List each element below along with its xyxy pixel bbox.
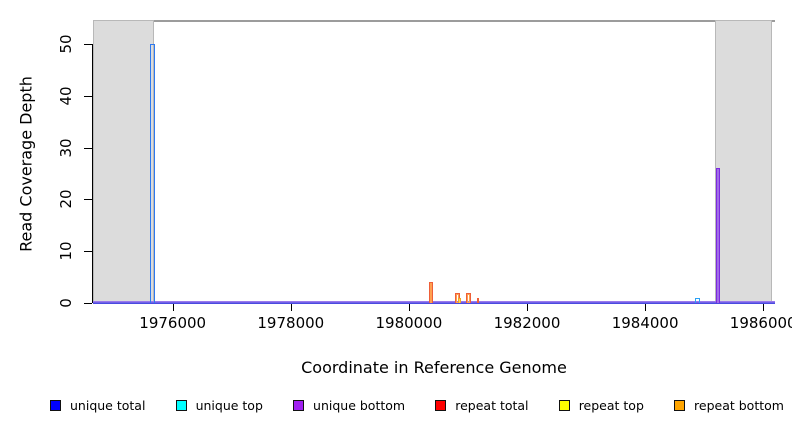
- coverage-bar: [454, 292, 461, 303]
- zero-coverage-baseline: [93, 301, 775, 304]
- legend-swatch: [558, 400, 570, 411]
- x-axis-tick-label: 1978000: [257, 314, 325, 332]
- legend-label: repeat total: [455, 398, 529, 413]
- coverage-bar: [715, 168, 721, 303]
- x-axis-tick-label: 1980000: [375, 314, 443, 332]
- legend-label: unique bottom: [313, 398, 406, 413]
- x-axis-tick: [645, 303, 647, 311]
- coverage-bar: [695, 297, 701, 303]
- x-axis-tick-label: 1986000: [729, 314, 792, 332]
- legend-swatch: [293, 400, 305, 411]
- legend-item: unique top: [175, 398, 263, 413]
- x-axis-title: Coordinate in Reference Genome: [301, 358, 567, 377]
- legend-swatch: [50, 400, 61, 411]
- legend-label: repeat top: [578, 398, 644, 413]
- y-axis-tick-label: 10: [57, 241, 75, 261]
- legend-item: repeat bottom: [674, 398, 784, 413]
- y-axis-tick-label: 20: [57, 189, 75, 209]
- legend-item: unique total: [50, 398, 145, 413]
- y-axis-tick: [84, 303, 92, 304]
- legend: unique total unique top unique bottom repea…: [50, 398, 784, 413]
- x-axis-tick-label: 1976000: [139, 314, 207, 332]
- legend-item: unique bottom: [293, 398, 405, 413]
- x-axis-tick: [408, 303, 410, 311]
- y-axis-tick: [84, 147, 92, 149]
- legend-swatch: [175, 400, 187, 411]
- y-axis-tick-label: 0: [57, 298, 75, 308]
- y-axis-tick-label: 40: [57, 86, 75, 106]
- y-axis-tick: [84, 43, 92, 45]
- x-axis-tick-label: 1982000: [493, 314, 561, 332]
- legend-swatch: [674, 400, 686, 411]
- y-axis-tick: [84, 251, 92, 253]
- x-axis-tick: [527, 303, 528, 311]
- plot-area: [93, 18, 775, 304]
- coverage-bar: [476, 297, 480, 303]
- y-axis-tick-label: 50: [57, 34, 75, 54]
- legend-item: repeat top: [558, 398, 644, 413]
- y-axis-title: Read Coverage Depth: [16, 76, 36, 252]
- x-axis-tick-label: 1984000: [611, 314, 679, 332]
- legend-label: unique total: [70, 398, 146, 413]
- legend-swatch: [435, 400, 447, 411]
- x-axis-tick: [290, 303, 292, 311]
- shaded-region: [715, 20, 773, 303]
- shaded-region: [93, 20, 155, 303]
- legend-label: repeat bottom: [694, 398, 784, 413]
- coverage-bar: [465, 292, 471, 303]
- y-axis-tick: [84, 95, 92, 97]
- coverage-bar: [457, 297, 462, 303]
- legend-item: repeat total: [435, 398, 529, 413]
- y-axis-tick: [84, 199, 92, 201]
- reference-line: [93, 20, 775, 22]
- coverage-bar: [428, 282, 434, 303]
- legend-label: unique top: [195, 398, 263, 413]
- coverage-bar: [149, 43, 155, 303]
- x-axis-tick: [172, 303, 174, 311]
- y-axis-tick-label: 30: [57, 137, 75, 158]
- x-axis-tick: [763, 303, 765, 311]
